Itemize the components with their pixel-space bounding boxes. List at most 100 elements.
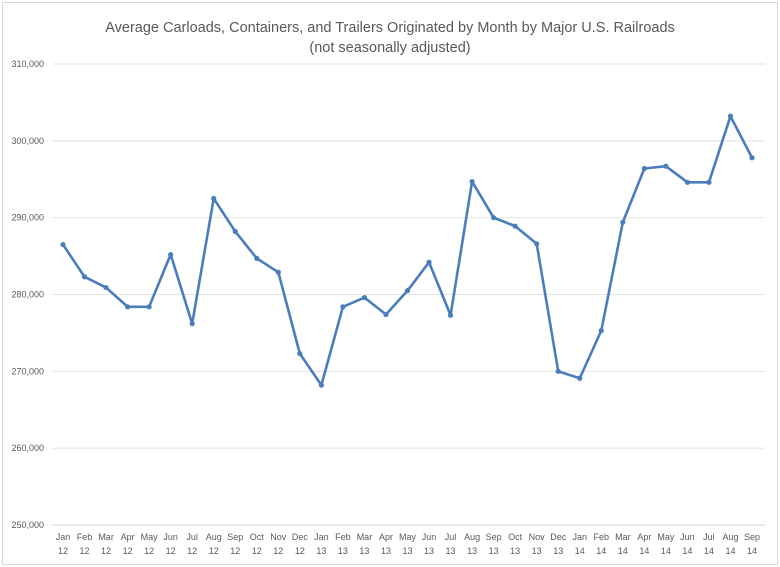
x-tick-label-month: Apr xyxy=(121,532,135,542)
x-tick-label-year: 12 xyxy=(144,546,154,556)
data-point xyxy=(727,113,734,119)
data-point xyxy=(598,328,604,334)
x-tick-label-month: Jun xyxy=(680,532,695,542)
x-tick-label-year: 14 xyxy=(747,546,757,556)
x-tick-label-year: 12 xyxy=(123,546,133,556)
x-tick-label-month: May xyxy=(141,532,159,542)
x-tick-label-month: Sep xyxy=(227,532,243,542)
x-tick-label-year: 14 xyxy=(704,546,714,556)
chart-title-block: Average Carloads, Containers, and Traile… xyxy=(0,18,780,58)
x-tick-label-month: Dec xyxy=(550,532,567,542)
data-point xyxy=(361,294,368,301)
x-tick-label-month: Jul xyxy=(703,532,715,542)
data-point xyxy=(211,195,217,202)
x-tick-label-year: 14 xyxy=(682,546,692,556)
x-tick-label-year: 12 xyxy=(187,546,197,556)
x-tick-label-month: Mar xyxy=(98,532,114,542)
x-tick-label-month: Apr xyxy=(379,532,393,542)
x-tick-label-year: 12 xyxy=(58,546,68,556)
x-tick-label-year: 14 xyxy=(618,546,628,556)
x-tick-label-year: 13 xyxy=(316,546,326,556)
x-tick-label-year: 12 xyxy=(166,546,176,556)
x-tick-label-month: Aug xyxy=(206,532,222,542)
x-tick-label-month: Sep xyxy=(486,532,502,542)
x-tick-label-month: Jan xyxy=(572,532,587,542)
x-tick-label-year: 12 xyxy=(230,546,240,556)
data-point xyxy=(340,304,346,310)
x-tick-label-year: 13 xyxy=(553,546,563,556)
x-tick-label-year: 12 xyxy=(209,546,219,556)
x-tick-label-year: 12 xyxy=(80,546,90,556)
x-tick-label-month: Jan xyxy=(314,532,329,542)
data-point xyxy=(512,223,518,229)
data-point xyxy=(275,269,281,275)
x-tick-label-month: Oct xyxy=(508,532,523,542)
data-point xyxy=(706,179,712,185)
data-point xyxy=(447,312,454,318)
data-point xyxy=(232,228,238,235)
data-point xyxy=(663,163,669,169)
data-point xyxy=(81,274,88,280)
x-tick-label-year: 14 xyxy=(575,546,585,556)
x-tick-label-month: May xyxy=(399,532,417,542)
x-tick-label-year: 13 xyxy=(338,546,348,556)
data-point xyxy=(297,351,303,357)
data-point xyxy=(426,259,432,265)
x-tick-label-year: 13 xyxy=(402,546,412,556)
y-tick-label: 300,000 xyxy=(11,136,44,146)
data-point xyxy=(577,375,583,381)
x-tick-label-month: Apr xyxy=(637,532,651,542)
data-point xyxy=(555,368,561,374)
series-line xyxy=(61,114,754,387)
data-point xyxy=(124,304,131,310)
chart-subtitle: (not seasonally adjusted) xyxy=(309,40,471,56)
x-tick-label-month: Feb xyxy=(594,532,610,542)
data-point xyxy=(749,155,755,161)
x-tick-label-year: 12 xyxy=(295,546,305,556)
data-point xyxy=(318,382,324,388)
x-tick-label-month: Jun xyxy=(163,532,178,542)
x-tick-label-month: Aug xyxy=(722,532,738,542)
data-point xyxy=(684,179,691,185)
chart-title: Average Carloads, Containers, and Traile… xyxy=(105,20,675,36)
data-point xyxy=(641,165,647,172)
x-tick-label-year: 14 xyxy=(661,546,671,556)
x-tick-label-month: Nov xyxy=(270,532,287,542)
data-point xyxy=(469,178,475,185)
data-point xyxy=(60,241,66,248)
x-tick-label-year: 13 xyxy=(532,546,542,556)
data-point xyxy=(168,251,174,258)
x-tick-label-year: 13 xyxy=(467,546,477,556)
x-tick-label-year: 13 xyxy=(381,546,391,556)
data-point xyxy=(404,288,411,294)
x-tick-label-year: 13 xyxy=(359,546,369,556)
data-point xyxy=(491,215,497,221)
y-tick-label: 270,000 xyxy=(11,366,44,376)
x-tick-label-year: 13 xyxy=(489,546,499,556)
y-tick-label: 310,000 xyxy=(11,59,44,69)
data-point xyxy=(146,304,152,310)
x-tick-label-month: Sep xyxy=(744,532,760,542)
data-point xyxy=(620,219,626,225)
x-tick-label-month: Jun xyxy=(422,532,437,542)
y-tick-label: 280,000 xyxy=(11,290,44,300)
data-point xyxy=(383,311,389,318)
x-tick-label-month: Oct xyxy=(250,532,265,542)
data-point xyxy=(254,255,260,261)
x-tick-label-month: Jan xyxy=(56,532,71,542)
x-tick-label-year: 13 xyxy=(446,546,456,556)
x-tick-label-month: Mar xyxy=(357,532,373,542)
x-tick-label-month: Feb xyxy=(77,532,93,542)
data-point xyxy=(534,241,540,247)
x-tick-label-month: Dec xyxy=(292,532,309,542)
y-tick-label: 250,000 xyxy=(11,520,44,530)
x-tick-label-month: Aug xyxy=(464,532,480,542)
y-tick-label: 290,000 xyxy=(11,213,44,223)
x-tick-label-month: Feb xyxy=(335,532,351,542)
y-tick-label: 260,000 xyxy=(11,443,44,453)
x-tick-label-year: 12 xyxy=(273,546,283,556)
x-tick-label-month: May xyxy=(657,532,675,542)
x-tick-label-month: Mar xyxy=(615,532,631,542)
